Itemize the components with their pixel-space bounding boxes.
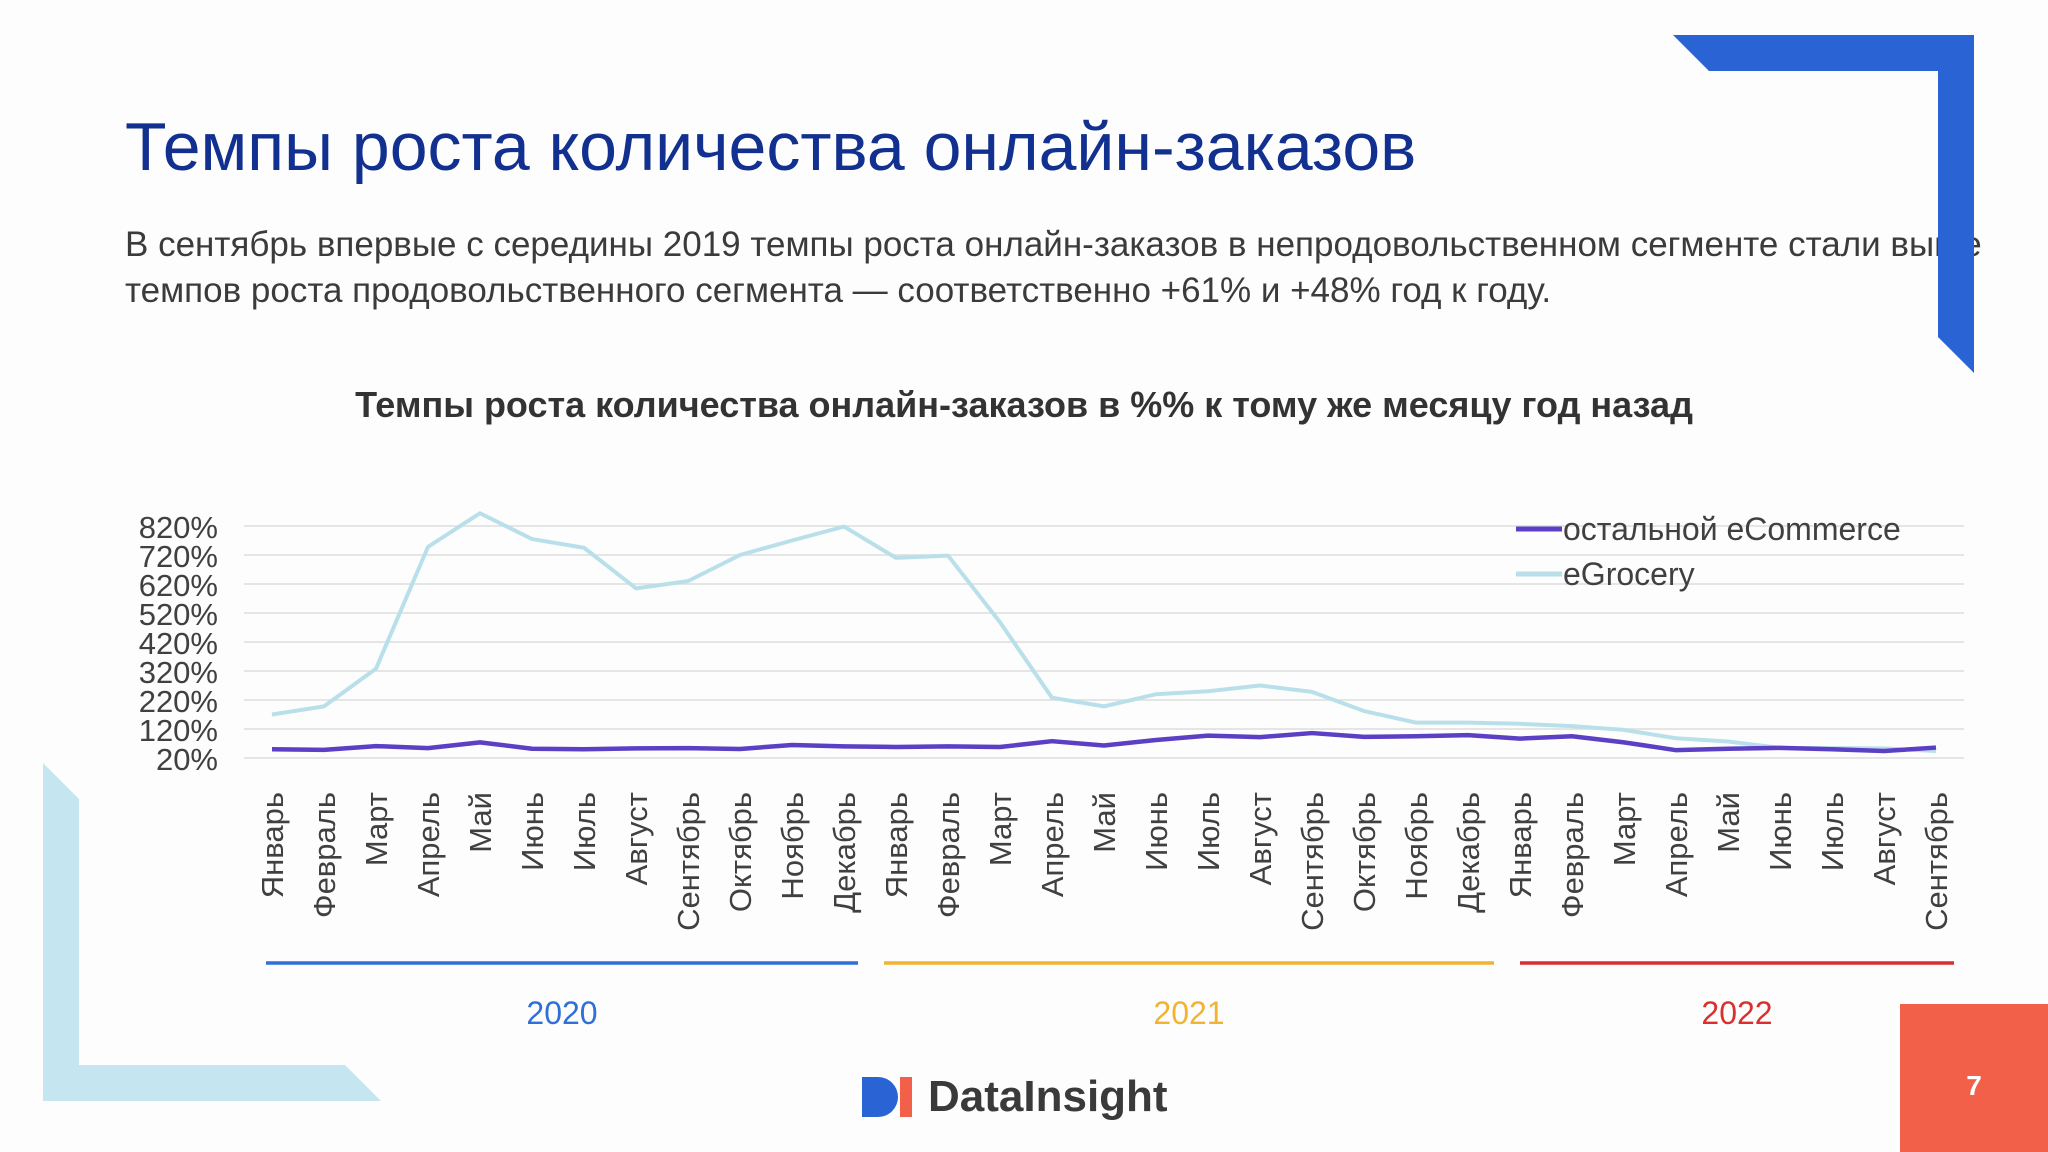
series-line-ecommerce [271,730,1937,754]
x-tick-label: Март [359,792,394,866]
x-tick-label: Сентябрь [1295,792,1330,931]
x-tick-label: Май [463,792,498,853]
legend: остальной eCommerce eGrocery [1516,511,1901,592]
x-tick-label: Октябрь [1347,792,1382,912]
x-tick-label: Февраль [307,792,342,918]
x-tick-label: Июнь [1139,792,1174,871]
year-groups: 2020 2021 2022 [266,961,1954,1031]
x-tick-label: Июнь [515,792,550,871]
y-tick-label: 320% [139,655,218,690]
series-lines [271,511,1937,754]
x-tick-label: Апрель [1659,792,1694,897]
year-label-2022: 2022 [1701,995,1772,1031]
y-axis-ticks: 820%720%620%520%420%320%220%120%20% [139,510,218,777]
legend-label: остальной eCommerce [1563,511,1901,547]
y-tick-label: 120% [139,713,218,748]
y-tick-label: 620% [139,568,218,603]
top-right-corner-bracket [1673,35,1974,373]
slide-title: Темпы роста количества онлайн-заказов [125,109,1417,185]
y-tick-label: 220% [139,684,218,719]
logo-mark-icon [862,1077,912,1117]
legend-label: eGrocery [1563,556,1695,592]
x-tick-label: Август [1867,792,1902,885]
y-tick-label: 420% [139,626,218,661]
x-tick-label: Сентябрь [671,792,706,931]
logo-text: DataInsight [928,1072,1168,1121]
x-tick-label: Июнь [1763,792,1798,871]
x-tick-label: Апрель [1035,792,1070,897]
slide-subtitle: В сентябрь впервые с середины 2019 темпы… [125,225,1982,310]
y-tick-label: 20% [156,742,218,777]
x-tick-label: Июль [567,792,602,871]
gridlines [244,525,1964,759]
page-number-box: 7 [1900,1004,2048,1152]
x-tick-label: Сентябрь [1919,792,1954,931]
x-tick-label: Январь [879,792,914,898]
x-tick-label: Март [1607,792,1642,866]
x-tick-label: Март [983,792,1018,866]
x-tick-label: Декабрь [827,792,862,913]
x-tick-label: Август [1243,792,1278,885]
x-tick-label: Июль [1815,792,1850,871]
x-tick-label: Ноябрь [775,792,810,900]
x-axis-ticks: Январь Февраль Март Апрель Май Июнь Июль Август… [255,792,1954,931]
x-tick-label: Январь [1503,792,1538,898]
data-insight-logo: DataInsight [862,1072,1168,1122]
x-tick-label: Январь [255,792,290,898]
x-tick-label: Февраль [1555,792,1590,918]
x-tick-label: Февраль [931,792,966,918]
x-tick-label: Июль [1191,792,1226,871]
y-tick-label: 720% [139,539,218,574]
x-tick-label: Май [1087,792,1122,853]
x-tick-label: Август [619,792,654,885]
year-label-2021: 2021 [1153,995,1224,1031]
series-line-egrocery [271,511,1937,754]
x-tick-label: Октябрь [723,792,758,912]
x-tick-label: Май [1711,792,1746,853]
x-tick-label: Ноябрь [1399,792,1434,900]
x-tick-label: Декабрь [1451,792,1486,913]
page-number: 7 [1966,1070,1982,1101]
y-tick-label: 520% [139,597,218,632]
bottom-left-corner-bracket [43,763,381,1101]
year-label-2020: 2020 [526,995,597,1031]
chart-title: Темпы роста количества онлайн-заказов в … [355,384,1693,425]
x-tick-label: Апрель [411,792,446,897]
y-tick-label: 820% [139,510,218,545]
